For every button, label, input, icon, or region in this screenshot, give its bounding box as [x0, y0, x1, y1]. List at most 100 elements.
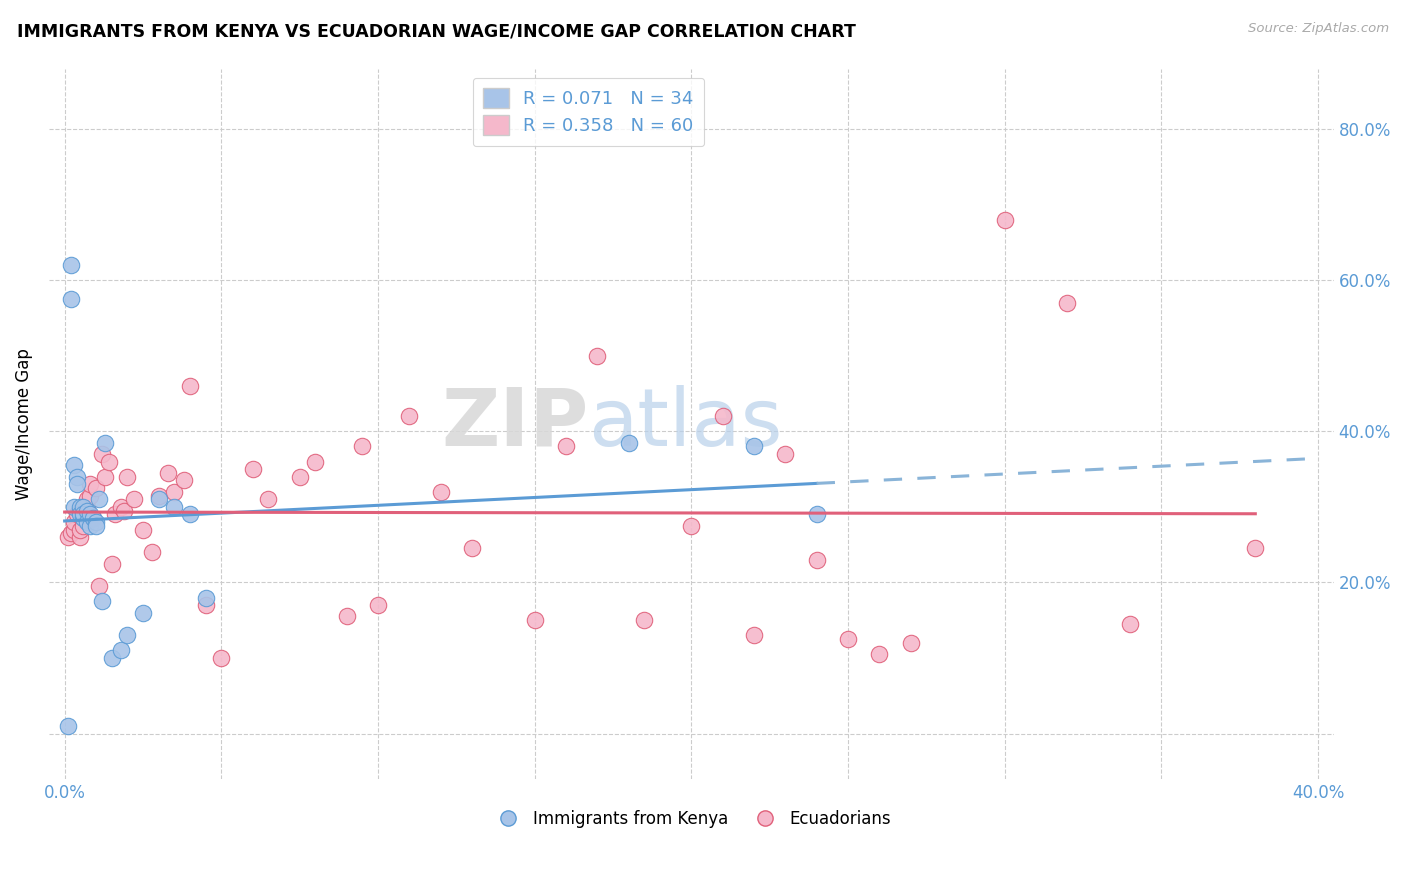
Point: [59, 292, 82, 306]
Point: [122, 492, 145, 507]
Point: [868, 647, 890, 661]
Point: [242, 462, 264, 476]
Point: [100, 557, 122, 571]
Point: [523, 613, 546, 627]
Point: [398, 409, 420, 424]
Point: [257, 492, 280, 507]
Point: [461, 541, 484, 556]
Point: [157, 466, 180, 480]
Point: [79, 477, 101, 491]
Point: [91, 447, 114, 461]
Point: [336, 609, 359, 624]
Point: [806, 508, 828, 522]
Point: [87, 579, 110, 593]
Point: [79, 508, 101, 522]
Point: [66, 477, 89, 491]
Point: [66, 508, 89, 522]
Point: [711, 409, 734, 424]
Point: [806, 553, 828, 567]
Point: [994, 212, 1017, 227]
Point: [179, 508, 201, 522]
Point: [84, 481, 107, 495]
Point: [900, 636, 922, 650]
Text: ZIP: ZIP: [441, 384, 589, 463]
Point: [117, 628, 139, 642]
Point: [110, 500, 132, 514]
Point: [1244, 541, 1267, 556]
Point: [91, 594, 114, 608]
Point: [87, 492, 110, 507]
Point: [367, 598, 389, 612]
Point: [148, 489, 170, 503]
Point: [209, 651, 232, 665]
Point: [132, 523, 155, 537]
Point: [79, 518, 101, 533]
Point: [104, 508, 127, 522]
Point: [837, 632, 859, 646]
Point: [84, 515, 107, 529]
Point: [775, 447, 797, 461]
Point: [69, 530, 91, 544]
Point: [97, 454, 120, 468]
Point: [173, 474, 195, 488]
Point: [681, 518, 703, 533]
Point: [72, 508, 94, 522]
Point: [63, 500, 86, 514]
Point: [141, 545, 163, 559]
Point: [76, 503, 98, 517]
Point: [1119, 617, 1142, 632]
Point: [163, 500, 186, 514]
Point: [82, 511, 104, 525]
Text: Source: ZipAtlas.com: Source: ZipAtlas.com: [1249, 22, 1389, 36]
Point: [63, 523, 86, 537]
Point: [742, 628, 765, 642]
Point: [429, 484, 451, 499]
Y-axis label: Wage/Income Gap: Wage/Income Gap: [15, 348, 32, 500]
Point: [63, 458, 86, 473]
Point: [94, 469, 117, 483]
Point: [148, 492, 170, 507]
Point: [76, 515, 98, 529]
Point: [94, 435, 117, 450]
Point: [117, 469, 139, 483]
Point: [76, 492, 98, 507]
Point: [79, 489, 101, 503]
Point: [72, 511, 94, 525]
Point: [112, 503, 135, 517]
Point: [82, 511, 104, 525]
Point: [617, 435, 640, 450]
Point: [59, 258, 82, 272]
Point: [72, 503, 94, 517]
Text: atlas: atlas: [589, 384, 783, 463]
Point: [555, 439, 578, 453]
Point: [84, 518, 107, 533]
Point: [63, 515, 86, 529]
Point: [59, 526, 82, 541]
Point: [586, 349, 609, 363]
Point: [100, 651, 122, 665]
Point: [66, 469, 89, 483]
Point: [110, 643, 132, 657]
Point: [56, 530, 79, 544]
Point: [69, 503, 91, 517]
Point: [69, 523, 91, 537]
Point: [69, 500, 91, 514]
Point: [163, 484, 186, 499]
Point: [352, 439, 374, 453]
Point: [76, 500, 98, 514]
Point: [742, 439, 765, 453]
Legend: Immigrants from Kenya, Ecuadorians: Immigrants from Kenya, Ecuadorians: [485, 803, 898, 835]
Point: [633, 613, 655, 627]
Point: [69, 508, 91, 522]
Point: [288, 469, 311, 483]
Text: IMMIGRANTS FROM KENYA VS ECUADORIAN WAGE/INCOME GAP CORRELATION CHART: IMMIGRANTS FROM KENYA VS ECUADORIAN WAGE…: [17, 22, 856, 40]
Point: [132, 606, 155, 620]
Point: [179, 379, 201, 393]
Point: [72, 500, 94, 514]
Point: [194, 591, 217, 605]
Point: [72, 518, 94, 533]
Point: [56, 719, 79, 733]
Point: [304, 454, 326, 468]
Point: [194, 598, 217, 612]
Point: [1056, 295, 1078, 310]
